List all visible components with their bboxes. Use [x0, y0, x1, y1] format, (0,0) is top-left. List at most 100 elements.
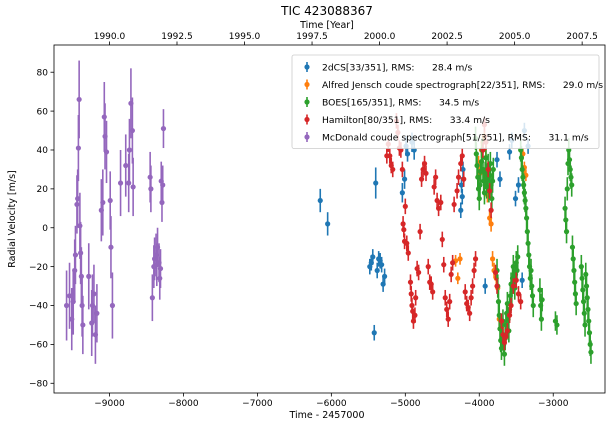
y-tick-label: −20: [29, 263, 48, 273]
legend-marker: [304, 116, 310, 123]
data-point: [514, 267, 520, 274]
data-point: [399, 166, 405, 173]
top-x-tick-label: 1992.5: [161, 32, 193, 42]
y-tick-label: 80: [37, 68, 49, 78]
data-point: [468, 295, 474, 301]
data-point: [510, 264, 516, 270]
data-point: [103, 149, 110, 155]
data-point: [513, 277, 519, 283]
data-point: [467, 310, 473, 316]
data-point: [401, 176, 408, 182]
data-point: [457, 256, 463, 262]
x-tick-label: −6000: [316, 399, 347, 409]
data-point: [460, 166, 466, 173]
data-point: [317, 197, 323, 204]
data-point: [382, 273, 388, 279]
legend-marker: [304, 99, 310, 105]
data-point: [459, 153, 465, 159]
data-point: [472, 256, 479, 262]
data-point: [487, 160, 493, 167]
data-point: [402, 203, 408, 209]
data-point: [433, 174, 439, 180]
data-point: [461, 176, 467, 182]
data-point: [504, 328, 510, 334]
data-point: [519, 277, 525, 283]
data-point: [458, 182, 465, 188]
data-point: [447, 299, 453, 305]
data-point: [126, 180, 132, 186]
data-point: [582, 322, 588, 328]
data-point: [418, 176, 425, 182]
data-point: [530, 302, 536, 309]
y-tick-label: −80: [29, 379, 48, 389]
axes-layer: −9000 −8000 −7000 −6000 −5000 −4000 −3000 −80 −6…: [29, 32, 606, 409]
data-point: [404, 151, 411, 157]
data-point: [454, 188, 460, 194]
data-point: [508, 302, 514, 309]
data-point: [451, 201, 457, 208]
top-x-axis-label: Time [Year]: [299, 20, 354, 31]
data-point: [489, 195, 495, 202]
data-point: [370, 254, 376, 260]
top-x-tick-label: 1990.0: [94, 32, 126, 42]
data-point: [94, 310, 100, 316]
data-point: [160, 125, 167, 132]
data-point: [471, 267, 477, 274]
data-point: [588, 349, 594, 355]
data-point: [417, 229, 423, 235]
x-tick-label: −8000: [168, 399, 199, 409]
data-point: [425, 264, 431, 270]
legend-marker: [304, 134, 310, 140]
data-point: [462, 289, 468, 295]
data-point: [539, 297, 545, 303]
data-point: [495, 299, 502, 305]
chart-title: TIC 423088367: [280, 4, 373, 18]
legend-entry: McDonald coude spectrograph[51/351], RMS…: [322, 132, 589, 143]
data-point: [494, 283, 500, 289]
plot-frame: [53, 44, 606, 394]
data-point: [80, 322, 86, 328]
legend-entry: 2dCS[33/351], RMS: 28.4 m/s: [322, 62, 472, 73]
y-tick-label: 40: [37, 146, 49, 156]
x-tick-label: −9000: [94, 399, 125, 409]
data-point: [445, 316, 451, 322]
y-tick-label: 60: [37, 107, 49, 117]
data-point: [91, 291, 97, 297]
data-point: [373, 180, 379, 186]
x-tick-label: −7000: [242, 399, 273, 409]
data-point: [494, 157, 500, 163]
data-point: [160, 182, 166, 188]
data-point: [107, 197, 113, 204]
data-point: [325, 221, 331, 227]
data-point: [379, 262, 385, 268]
data-point: [569, 182, 575, 188]
top-x-tick-label: 1995.0: [229, 32, 261, 42]
legend-entry: Alfred Jensch coude spectrograph[22/351]…: [322, 80, 603, 91]
y-tick-label: −40: [29, 302, 48, 312]
data-point: [412, 312, 418, 318]
data-point: [63, 302, 70, 309]
top-x-tick-label: 2007.5: [566, 32, 598, 42]
data-point: [483, 155, 489, 161]
y-tick-label: −60: [29, 341, 48, 351]
data-point: [482, 283, 488, 289]
legend-entry: Hamilton[80/351], RMS: 33.4 m/s: [322, 115, 490, 126]
data-point: [438, 199, 444, 206]
x-tick-label: −5000: [390, 399, 421, 409]
data-point: [421, 160, 428, 167]
data-point: [448, 271, 454, 278]
data-point: [148, 186, 154, 192]
data-point: [75, 195, 81, 202]
data-point: [524, 215, 530, 221]
data-point: [492, 269, 499, 276]
data-point: [123, 162, 129, 169]
data-point: [515, 291, 522, 297]
x-axis-label: Time - 2457000: [288, 410, 364, 421]
data-point: [489, 256, 496, 262]
data-point: [497, 176, 503, 182]
data-point: [537, 287, 543, 293]
data-point: [86, 273, 92, 279]
data-point: [374, 267, 380, 274]
legend: 2dCS[33/351], RMS: 28.4 m/s Alfred Jensch…: [291, 54, 603, 149]
